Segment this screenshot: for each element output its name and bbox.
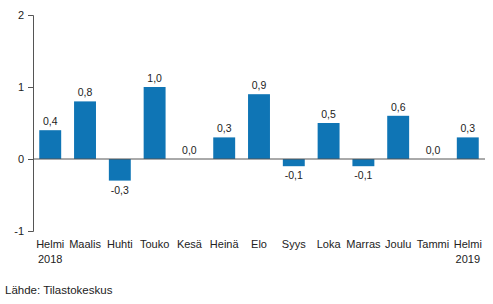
x-tick-label: Maalis: [69, 238, 101, 250]
x-tick-label: Marras: [346, 238, 381, 250]
data-label: 0,3: [460, 122, 475, 134]
x-tick: Tammi: [417, 238, 449, 250]
data-label: -0,3: [111, 184, 129, 196]
data-label: 0,8: [78, 86, 93, 98]
y-tick-label: -1: [14, 225, 24, 237]
x-tick: Huhti: [107, 238, 133, 250]
x-tick: Maalis: [69, 238, 101, 250]
data-label: 0,3: [217, 122, 232, 134]
data-label: -0,1: [354, 169, 372, 181]
zero-line: [33, 159, 485, 160]
y-axis-line: [28, 16, 34, 232]
x-tick: Syys: [282, 238, 306, 250]
y-tick: 1: [18, 81, 33, 93]
data-label: 0,9: [252, 79, 267, 91]
x-tick-label: Joulu: [385, 238, 411, 250]
y-tick: 2: [18, 9, 33, 21]
data-label: 0,6: [391, 101, 406, 113]
x-tick: Heinä: [210, 238, 240, 250]
x-tick: Touko: [140, 238, 169, 250]
y-axis: -1 0 1 2: [14, 9, 33, 237]
bar: [248, 94, 270, 159]
x-tick-label: Huhti: [107, 238, 133, 250]
bar: [283, 159, 305, 166]
source: Lähde: Tilastokeskus: [5, 284, 113, 296]
x-tick-label: Helmi2019: [454, 238, 482, 265]
bar: [387, 116, 409, 159]
y-tick-mark: [28, 231, 33, 232]
x-tick-label: Helmi2018: [36, 238, 64, 265]
bar: [144, 87, 166, 159]
x-tick-label: Kesä: [177, 238, 203, 250]
data-label: -0,1: [285, 169, 303, 181]
x-axis: Helmi2018 Maalis Huhti Touko Kesä Heinä Elo Syy…: [36, 238, 482, 265]
bar: [109, 159, 131, 181]
bar: [39, 130, 61, 159]
x-tick: Elo: [251, 238, 267, 250]
data-label: 1,0: [147, 72, 162, 84]
y-tick-label: 1: [18, 81, 24, 93]
x-tick-label: Heinä: [210, 238, 240, 250]
x-tick: Marras: [346, 238, 381, 250]
data-label: 0,0: [426, 144, 441, 156]
x-tick: Helmi2019: [454, 238, 482, 265]
data-label: 0,5: [321, 108, 336, 120]
x-tick: Loka: [317, 238, 342, 250]
x-tick-label: Syys: [282, 238, 306, 250]
bar: [318, 123, 340, 159]
bar: [457, 137, 479, 159]
chart: -1 0 1 2 Helmi2018 Maalis Huhti Touko Kesä Heinä E…: [0, 0, 493, 304]
y-tick-label: 0: [18, 153, 24, 165]
y-tick: 0: [18, 153, 33, 165]
x-tick: Helmi2018: [36, 238, 64, 265]
y-tick-mark: [28, 159, 33, 160]
y-tick-mark: [28, 15, 33, 16]
bar: [352, 159, 374, 166]
x-tick: Joulu: [385, 238, 411, 250]
y-tick-mark: [28, 87, 33, 88]
x-tick-label: Touko: [140, 238, 169, 250]
data-labels: 0,4 0,8 -0,3 1,0 0,0 0,3 0,9 -0,1 0,5 -0,1 0,6 0,0 0…: [43, 72, 475, 196]
bars: [39, 87, 478, 181]
x-tick-label: Loka: [317, 238, 342, 250]
x-tick-label: Tammi: [417, 238, 449, 250]
y-tick-label: 2: [18, 9, 24, 21]
data-label: 0,0: [182, 144, 197, 156]
x-tick-label: Elo: [251, 238, 267, 250]
data-label: 0,4: [43, 115, 58, 127]
y-tick: -1: [14, 225, 33, 237]
bar: [213, 137, 235, 159]
bar: [74, 101, 96, 159]
x-tick: Kesä: [177, 238, 203, 250]
